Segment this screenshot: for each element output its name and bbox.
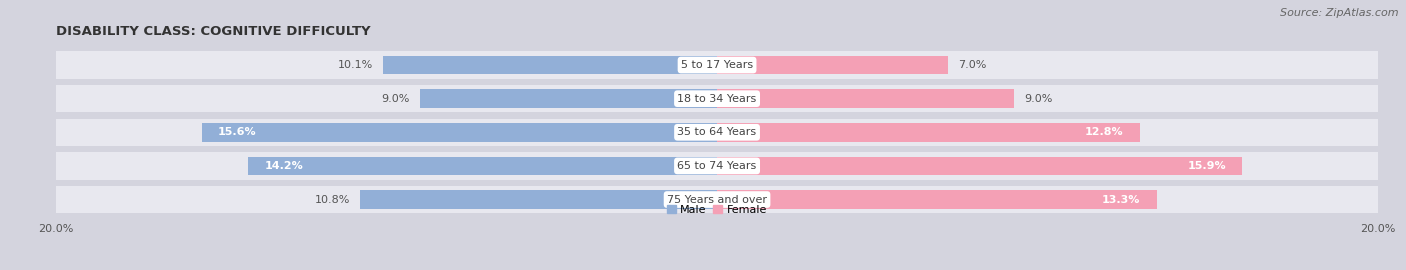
Bar [360, 190, 717, 209]
Text: 7.0%: 7.0% [959, 60, 987, 70]
Bar [717, 123, 1140, 141]
Text: Source: ZipAtlas.com: Source: ZipAtlas.com [1281, 8, 1399, 18]
Text: 14.2%: 14.2% [264, 161, 304, 171]
Text: 15.6%: 15.6% [218, 127, 257, 137]
Text: 75 Years and over: 75 Years and over [666, 195, 768, 205]
Bar [56, 85, 1378, 113]
Text: 35 to 64 Years: 35 to 64 Years [678, 127, 756, 137]
Bar [419, 89, 717, 108]
Text: 10.1%: 10.1% [339, 60, 374, 70]
Bar [56, 119, 1378, 146]
Text: 9.0%: 9.0% [1025, 94, 1053, 104]
Text: 9.0%: 9.0% [381, 94, 409, 104]
Bar [56, 152, 1378, 180]
Text: 15.9%: 15.9% [1187, 161, 1226, 171]
Text: 12.8%: 12.8% [1085, 127, 1123, 137]
Bar [717, 157, 1243, 175]
Text: 5 to 17 Years: 5 to 17 Years [681, 60, 754, 70]
Bar [717, 89, 1014, 108]
Bar [56, 186, 1378, 213]
Bar [201, 123, 717, 141]
Text: 13.3%: 13.3% [1102, 195, 1140, 205]
Bar [56, 51, 1378, 79]
Bar [717, 190, 1157, 209]
Text: DISABILITY CLASS: COGNITIVE DIFFICULTY: DISABILITY CLASS: COGNITIVE DIFFICULTY [56, 25, 371, 38]
Text: 65 to 74 Years: 65 to 74 Years [678, 161, 756, 171]
Bar [717, 56, 948, 74]
Legend: Male, Female: Male, Female [662, 200, 772, 220]
Bar [247, 157, 717, 175]
Bar [384, 56, 717, 74]
Text: 18 to 34 Years: 18 to 34 Years [678, 94, 756, 104]
Text: 10.8%: 10.8% [315, 195, 350, 205]
